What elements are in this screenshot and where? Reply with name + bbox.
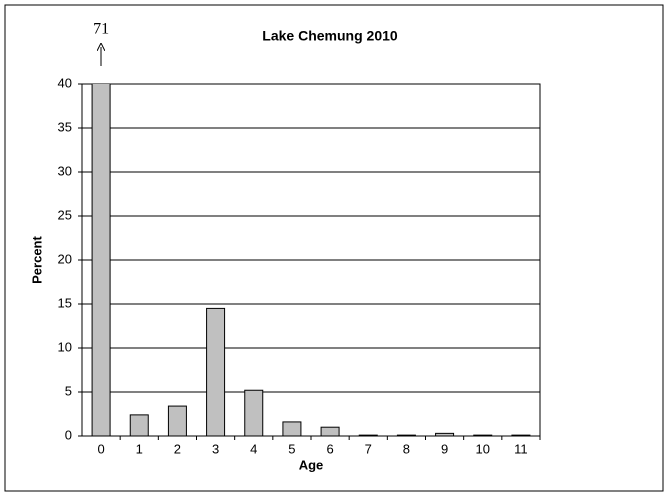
bar (282, 421, 302, 436)
bar (511, 434, 531, 436)
y-tick-label: 15 (58, 295, 72, 310)
y-tick-label: 25 (58, 207, 72, 222)
bar (244, 389, 264, 436)
y-tick-label: 5 (65, 383, 72, 398)
bar (91, 84, 111, 436)
chart-frame (4, 4, 664, 492)
bar (435, 432, 455, 436)
x-axis-label: Age (299, 457, 324, 472)
x-tick-label: 6 (326, 441, 333, 456)
bar (206, 307, 226, 436)
x-tick-label: 9 (441, 441, 448, 456)
overflow-value-label: 71 (93, 21, 109, 38)
y-tick-label: 10 (58, 339, 72, 354)
x-tick-label: 4 (250, 441, 257, 456)
bar (320, 426, 340, 436)
x-tick-label: 0 (97, 441, 104, 456)
y-axis-label: Percent (29, 235, 44, 283)
x-tick-label: 2 (174, 441, 181, 456)
bar (167, 405, 187, 436)
x-tick-label: 11 (514, 441, 528, 456)
x-tick-label: 3 (212, 441, 219, 456)
bar (129, 414, 149, 436)
y-tick-label: 40 (58, 75, 72, 90)
y-tick-label: 0 (65, 427, 72, 442)
chart-title: Lake Chemung 2010 (262, 28, 398, 44)
y-tick-label: 30 (58, 163, 72, 178)
x-tick-label: 10 (476, 441, 490, 456)
bar (473, 434, 493, 436)
x-tick-label: 8 (403, 441, 410, 456)
x-tick-label: 5 (288, 441, 295, 456)
x-tick-label: 1 (136, 441, 143, 456)
y-tick-label: 20 (58, 251, 72, 266)
y-tick-label: 35 (58, 119, 72, 134)
bar (396, 434, 416, 436)
bar (358, 434, 378, 436)
x-tick-label: 7 (365, 441, 372, 456)
